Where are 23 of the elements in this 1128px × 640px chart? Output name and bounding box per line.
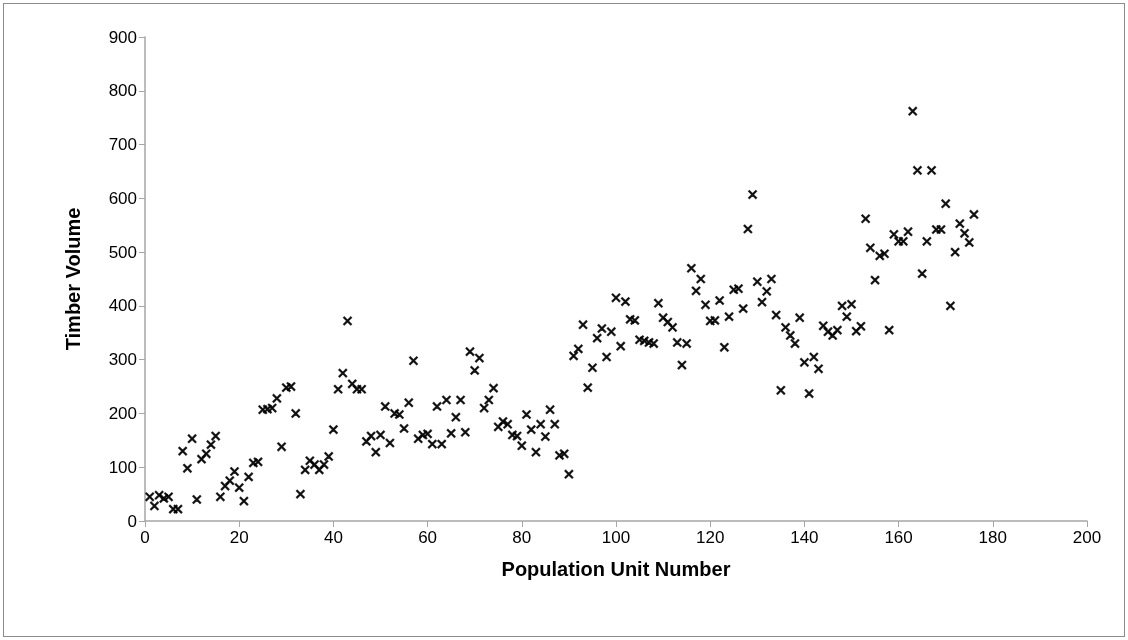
x-tick-label: 0 xyxy=(140,528,150,547)
y-tick-label: 300 xyxy=(108,350,137,370)
x-tick-label: 160 xyxy=(884,528,913,547)
x-tick-label: 200 xyxy=(1072,528,1102,547)
y-axis-title: Timber Volume xyxy=(62,207,84,351)
x-tick-label: 180 xyxy=(978,528,1007,547)
y-tick-label: 700 xyxy=(108,135,137,155)
x-tick-label: 60 xyxy=(418,528,438,547)
x-tick-label: 20 xyxy=(229,528,249,547)
y-tick-label: 800 xyxy=(108,81,137,101)
y-tick-label: 0 xyxy=(127,511,137,531)
y-tick-label: 200 xyxy=(108,403,137,423)
x-tick-label: 100 xyxy=(601,528,631,547)
y-tick-label: 400 xyxy=(108,296,137,316)
x-tick-label: 80 xyxy=(512,528,532,547)
x-axis-title: Population Unit Number xyxy=(501,558,731,580)
y-tick-label: 100 xyxy=(108,457,137,477)
y-tick-label: 600 xyxy=(108,188,137,208)
y-tick-label: 500 xyxy=(108,242,137,262)
x-tick-label: 120 xyxy=(696,528,725,547)
y-tick-label: 900 xyxy=(108,27,137,47)
x-tick-label: 40 xyxy=(323,528,343,547)
x-tick-label: 140 xyxy=(790,528,819,547)
